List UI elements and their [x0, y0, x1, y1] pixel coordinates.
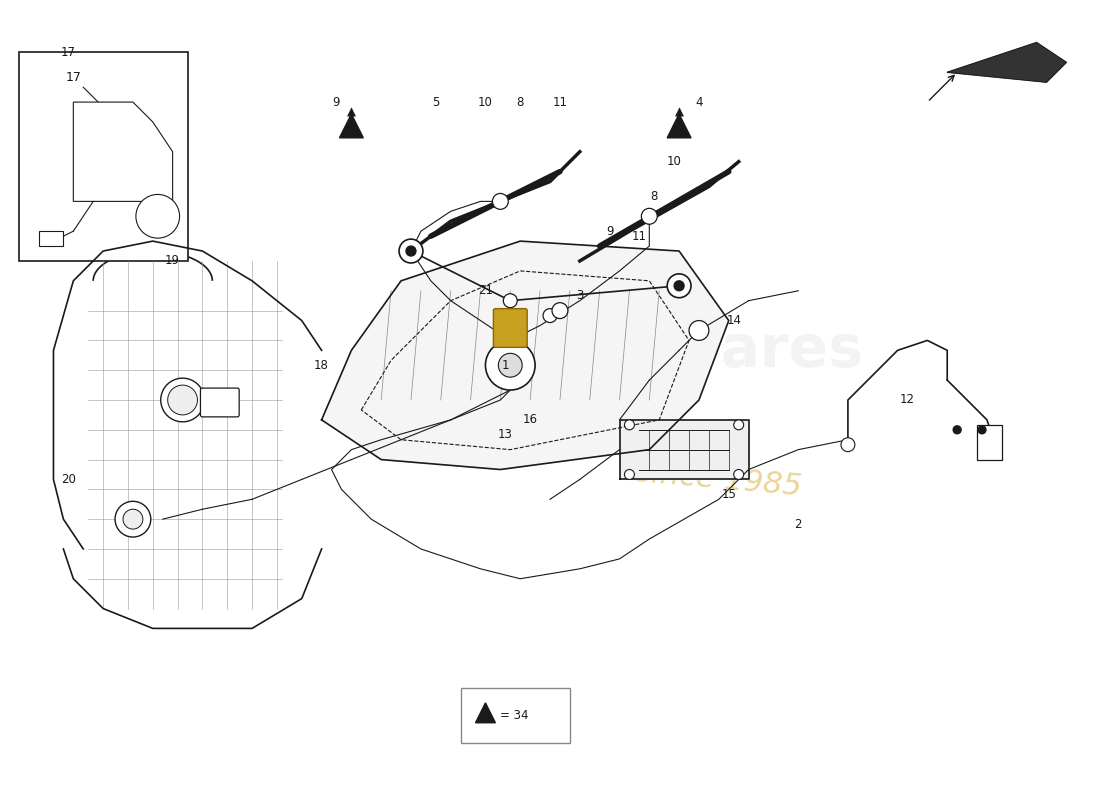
FancyBboxPatch shape — [200, 388, 239, 417]
FancyBboxPatch shape — [461, 688, 570, 742]
Text: 11: 11 — [631, 230, 647, 242]
Circle shape — [399, 239, 422, 263]
Circle shape — [504, 334, 517, 347]
Text: since 1985: since 1985 — [635, 458, 803, 501]
Text: 3: 3 — [576, 290, 583, 302]
Text: 15: 15 — [722, 488, 736, 501]
Text: 9: 9 — [332, 95, 340, 109]
Circle shape — [406, 246, 416, 256]
Text: 17: 17 — [60, 46, 76, 59]
Polygon shape — [321, 241, 728, 470]
Text: ▲: ▲ — [674, 106, 683, 118]
Text: 10: 10 — [478, 95, 493, 109]
Text: 10: 10 — [667, 155, 682, 168]
Text: 13: 13 — [498, 428, 513, 442]
Circle shape — [552, 302, 568, 318]
FancyBboxPatch shape — [977, 425, 1002, 459]
Text: 8: 8 — [517, 95, 524, 109]
Text: 16: 16 — [522, 414, 538, 426]
FancyBboxPatch shape — [19, 53, 187, 261]
Text: 5: 5 — [432, 95, 440, 109]
Text: 4: 4 — [695, 95, 703, 109]
Polygon shape — [668, 114, 691, 138]
Polygon shape — [475, 703, 495, 722]
Text: ▲: ▲ — [346, 106, 356, 118]
Circle shape — [500, 315, 520, 335]
Circle shape — [625, 420, 635, 430]
Circle shape — [123, 510, 143, 529]
FancyBboxPatch shape — [494, 309, 527, 347]
Text: 9: 9 — [606, 225, 614, 238]
Text: 17: 17 — [65, 70, 81, 84]
Text: 1: 1 — [502, 358, 509, 372]
Circle shape — [493, 194, 508, 210]
Circle shape — [485, 341, 535, 390]
Text: 18: 18 — [315, 358, 329, 372]
Text: = 34: = 34 — [500, 710, 529, 722]
Text: eurospares: eurospares — [495, 322, 864, 379]
Circle shape — [734, 470, 744, 479]
Circle shape — [136, 194, 179, 238]
Circle shape — [842, 438, 855, 452]
Circle shape — [674, 281, 684, 290]
Circle shape — [625, 470, 635, 479]
Text: 2: 2 — [794, 518, 802, 530]
Text: 19: 19 — [165, 254, 180, 267]
Text: 14: 14 — [726, 314, 741, 327]
Polygon shape — [74, 102, 173, 202]
Circle shape — [543, 309, 557, 322]
Circle shape — [116, 502, 151, 537]
Text: 8: 8 — [650, 190, 658, 203]
Circle shape — [978, 426, 986, 434]
Circle shape — [498, 354, 522, 377]
Text: 20: 20 — [60, 473, 76, 486]
Polygon shape — [947, 42, 1066, 82]
Polygon shape — [340, 114, 363, 138]
Text: a passion for: a passion for — [568, 411, 730, 449]
Circle shape — [504, 294, 517, 308]
Circle shape — [167, 385, 198, 415]
Text: 21: 21 — [478, 284, 493, 298]
Circle shape — [689, 321, 708, 341]
FancyBboxPatch shape — [39, 231, 64, 246]
Polygon shape — [619, 420, 749, 479]
Circle shape — [641, 208, 658, 224]
Circle shape — [734, 420, 744, 430]
Circle shape — [954, 426, 961, 434]
Circle shape — [161, 378, 205, 422]
Text: 12: 12 — [900, 394, 915, 406]
Text: 11: 11 — [552, 95, 568, 109]
Circle shape — [668, 274, 691, 298]
